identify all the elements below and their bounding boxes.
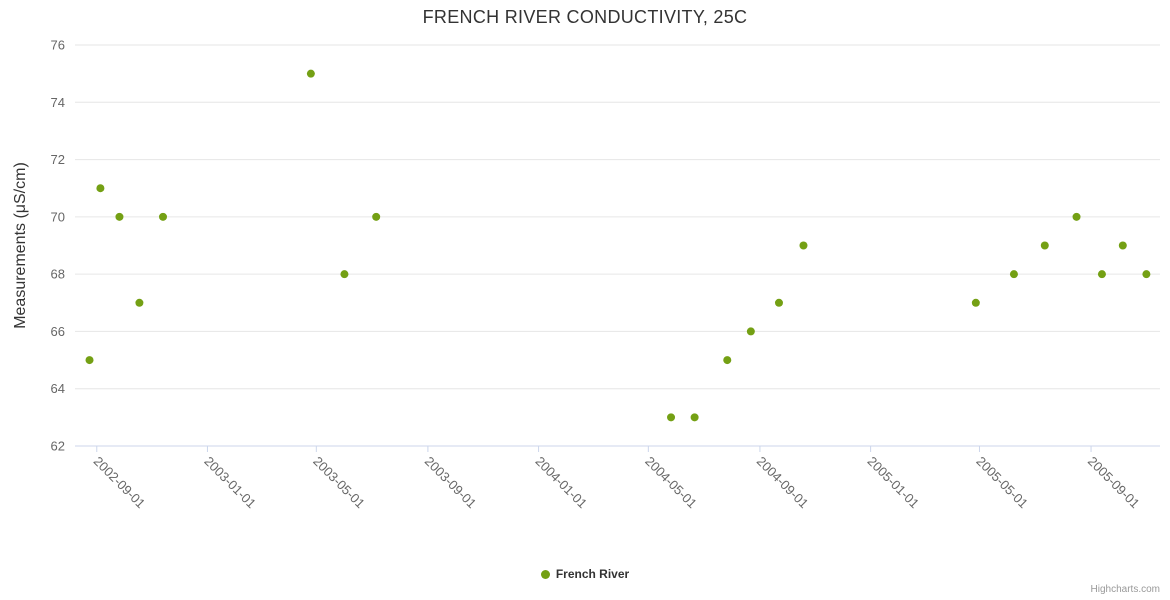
y-axis-tick-label: 72	[51, 152, 65, 167]
data-point[interactable]	[1142, 270, 1151, 279]
x-axis-tick-label: 2002-09-01	[91, 454, 149, 512]
x-axis-tick-label: 2005-09-01	[1085, 454, 1143, 512]
data-point[interactable]	[690, 413, 699, 422]
data-point[interactable]	[971, 298, 980, 307]
x-axis-tick-label: 2003-01-01	[201, 454, 259, 512]
data-point[interactable]	[1009, 270, 1018, 279]
data-point[interactable]	[667, 413, 676, 422]
x-axis-tick-label: 2003-05-01	[310, 454, 368, 512]
legend-marker-icon	[540, 569, 550, 579]
credits-link[interactable]: Highcharts.com	[1090, 584, 1160, 595]
legend-label: French River	[555, 567, 630, 581]
y-axis-tick-label: 62	[51, 439, 65, 454]
x-axis-tick-label: 2004-05-01	[642, 454, 700, 512]
data-point[interactable]	[372, 212, 381, 221]
data-point[interactable]	[723, 356, 732, 365]
data-point[interactable]	[85, 356, 94, 365]
data-point[interactable]	[1097, 270, 1106, 279]
x-axis-tick-label: 2005-01-01	[864, 454, 922, 512]
data-point[interactable]	[115, 212, 124, 221]
y-axis-title: Measurements (μS/cm)	[12, 162, 29, 329]
y-axis-tick-label: 76	[51, 38, 65, 53]
y-axis-tick-label: 68	[51, 267, 65, 282]
y-axis-tick-label: 70	[51, 209, 65, 224]
x-axis-tick-label: 2005-05-01	[973, 454, 1031, 512]
legend: French River	[0, 567, 1170, 581]
data-point[interactable]	[746, 327, 755, 336]
data-point[interactable]	[340, 270, 349, 279]
data-point[interactable]	[158, 212, 167, 221]
x-axis-tick-label: 2004-09-01	[754, 454, 812, 512]
y-axis-tick-label: 66	[51, 324, 65, 339]
y-axis-tick-label: 64	[51, 381, 65, 396]
y-axis-tick-label: 74	[51, 95, 65, 110]
data-point[interactable]	[1040, 241, 1049, 250]
data-point[interactable]	[306, 69, 315, 78]
data-point[interactable]	[1072, 212, 1081, 221]
x-axis-tick-label: 2003-09-01	[422, 454, 480, 512]
data-point[interactable]	[135, 298, 144, 307]
chart-title: FRENCH RIVER CONDUCTIVITY, 25C	[422, 7, 748, 27]
data-point[interactable]	[96, 184, 105, 193]
data-point[interactable]	[1118, 241, 1127, 250]
data-point[interactable]	[799, 241, 808, 250]
x-axis-tick-label: 2004-01-01	[532, 454, 590, 512]
data-point[interactable]	[774, 298, 783, 307]
legend-item-french-river[interactable]: French River	[540, 567, 630, 581]
